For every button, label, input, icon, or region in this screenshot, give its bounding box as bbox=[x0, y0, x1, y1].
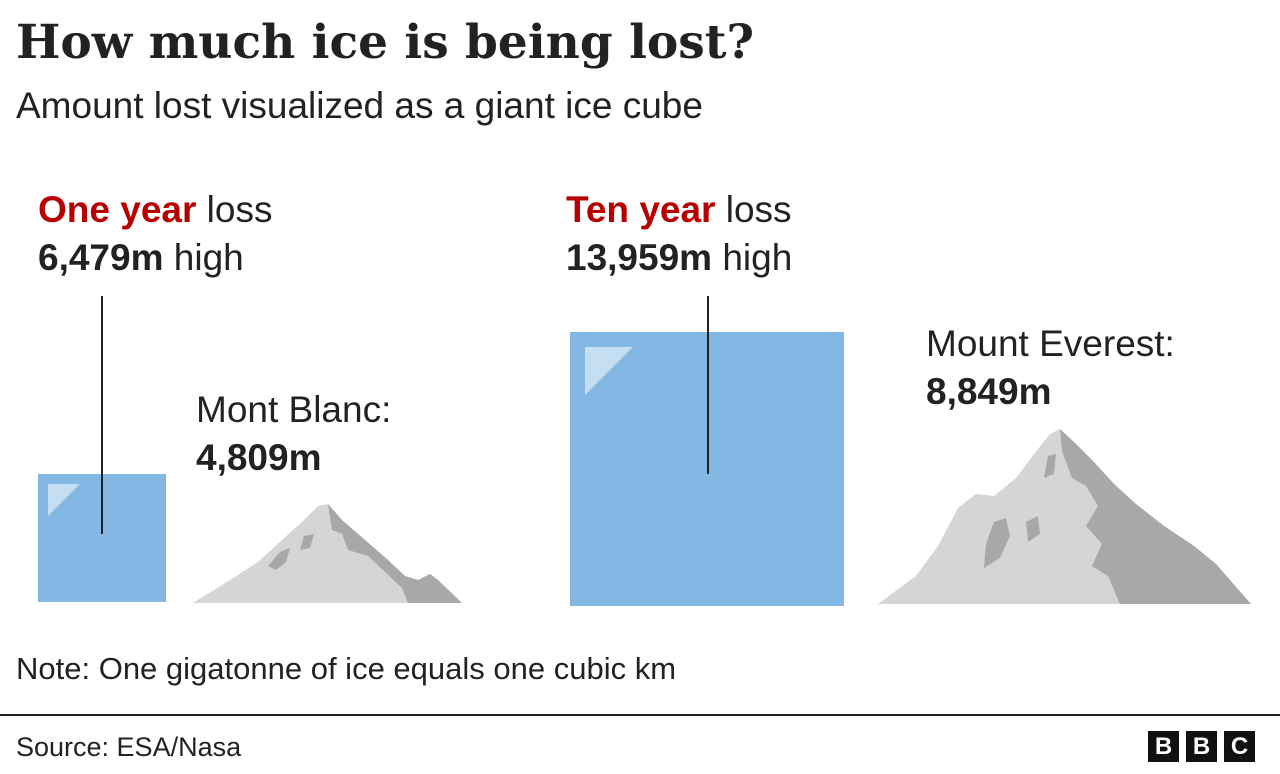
ten-year-height-value: 13,959m bbox=[566, 237, 713, 278]
mont-blanc-mountain bbox=[193, 504, 462, 603]
ten-year-cube-highlight bbox=[585, 347, 633, 395]
one-year-leader-line bbox=[101, 296, 103, 534]
everest-height: 8,849m bbox=[926, 371, 1052, 412]
one-year-height-value: 6,479m bbox=[38, 237, 164, 278]
one-year-cube-highlight bbox=[48, 484, 80, 516]
ten-year-label-rest: loss bbox=[715, 189, 792, 230]
bbc-logo-letter-b1: B bbox=[1148, 731, 1179, 762]
mont-blanc-name: Mont Blanc: bbox=[196, 389, 392, 430]
bbc-logo-letter-c: C bbox=[1224, 731, 1255, 762]
one-year-height: 6,479m high bbox=[38, 234, 244, 282]
ten-year-leader-line bbox=[707, 296, 709, 474]
everest-name: Mount Everest: bbox=[926, 323, 1175, 364]
mont-blanc-height: 4,809m bbox=[196, 437, 322, 478]
source-text: Source: ESA/Nasa bbox=[16, 732, 242, 762]
one-year-label-highlight: One year bbox=[38, 189, 197, 230]
ten-year-label: Ten year loss bbox=[566, 186, 792, 234]
everest-mountain bbox=[878, 429, 1251, 604]
footnote: Note: One gigatonne of ice equals one cu… bbox=[16, 651, 677, 686]
chart-title: How much ice is being lost? bbox=[16, 15, 754, 70]
ten-year-height: 13,959m high bbox=[566, 234, 792, 282]
ten-year-label-highlight: Ten year bbox=[566, 189, 716, 230]
chart-subtitle: Amount lost visualized as a giant ice cu… bbox=[16, 85, 703, 126]
one-year-label-rest: loss bbox=[196, 189, 273, 230]
ten-year-height-suffix: high bbox=[712, 237, 793, 278]
footer-divider bbox=[0, 714, 1280, 716]
bbc-logo-letter-b2: B bbox=[1186, 731, 1217, 762]
one-year-label: One year loss bbox=[38, 186, 272, 234]
one-year-height-suffix: high bbox=[163, 237, 244, 278]
